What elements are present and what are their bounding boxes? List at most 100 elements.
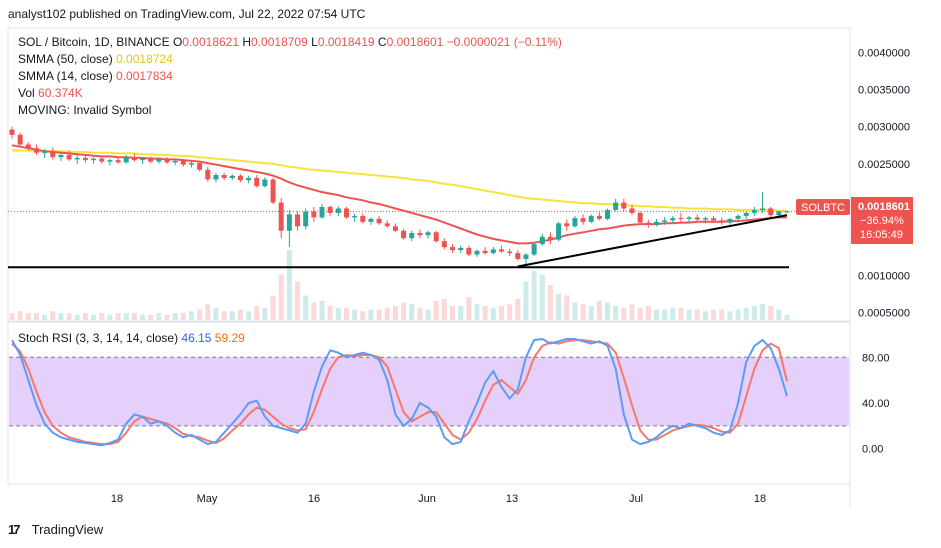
volume-bar	[17, 311, 23, 320]
legend-smma14: SMMA (14, close) 0.0017834	[18, 69, 173, 83]
volume-bar	[148, 314, 154, 320]
candle-body	[270, 179, 276, 203]
legend-low: 0.0018419	[317, 35, 375, 49]
volume-bar	[172, 313, 178, 320]
volume-bar	[433, 300, 439, 320]
tradingview-logo[interactable]: 17 TradingView	[8, 522, 103, 537]
moving-label: MOVING: Invalid Symbol	[18, 103, 152, 117]
candle-body	[295, 214, 301, 227]
volume-bar	[719, 309, 725, 320]
candle-body	[539, 236, 545, 245]
volume-bar	[474, 304, 480, 320]
candle-body	[352, 215, 358, 218]
volume-bar	[295, 281, 301, 320]
volume-bar	[335, 307, 341, 320]
candle-body	[229, 175, 235, 178]
candle-body	[311, 211, 317, 218]
volume-bar	[417, 307, 423, 320]
volume-bar	[278, 274, 284, 320]
candle-body	[596, 215, 602, 219]
volume-bar	[303, 295, 309, 320]
candle-body	[74, 157, 80, 160]
price-axis[interactable]: 0.0040000 0.0035000 0.0030000 0.0025000 0.00…	[858, 47, 910, 319]
volume-bar	[254, 306, 260, 320]
volume-bar	[237, 309, 243, 320]
price-tick-label: 0.0035000	[858, 84, 910, 96]
published-caption: analyst102 published on TradingView.com,…	[8, 7, 366, 21]
candle-body	[433, 232, 439, 242]
legend-open-label: O	[172, 35, 183, 49]
volume-bar	[384, 307, 390, 320]
time-tick-label: 13	[506, 493, 518, 505]
volume-bar	[311, 302, 317, 320]
volume-bar	[694, 309, 700, 320]
price-tag-bg	[851, 197, 913, 244]
volume-bar	[33, 313, 39, 320]
candle-body	[417, 233, 423, 236]
legend-volume: Vol 60.374K	[18, 86, 83, 100]
candle-body	[319, 206, 325, 218]
candle-body	[645, 222, 651, 225]
volume-bar	[556, 293, 562, 320]
volume-bar	[9, 313, 15, 320]
candle-body	[556, 223, 562, 240]
stoch-axis[interactable]: 80.00 40.00 0.00	[862, 352, 890, 455]
volume-bar	[221, 311, 227, 320]
time-tick-label: Jul	[629, 493, 643, 505]
candle-body	[213, 175, 219, 180]
candle-body	[115, 160, 121, 163]
candle-body	[91, 158, 97, 161]
volume-bar	[425, 309, 431, 320]
smma14-value: 0.0017834	[116, 69, 173, 83]
volume-bar	[751, 306, 757, 320]
volume-bar	[409, 304, 415, 320]
candle-body	[580, 218, 586, 222]
rising-trendline	[517, 214, 788, 268]
price-tick-label: 0.0030000	[858, 122, 910, 134]
volume-bar	[123, 313, 129, 320]
candle-body	[25, 144, 31, 149]
volume-bar	[156, 313, 162, 320]
trend-lines[interactable]	[8, 210, 849, 269]
candle-body	[735, 215, 741, 219]
smma50-label: SMMA (50, close)	[18, 52, 113, 66]
volume-bar	[368, 309, 374, 320]
volume-bar	[588, 306, 594, 320]
volume-bar	[91, 314, 97, 320]
legend-change: −0.0000021 (−0.11%)	[446, 35, 562, 49]
volume-bar	[547, 285, 553, 320]
candle-body	[188, 163, 194, 165]
candle-body	[131, 157, 137, 161]
candle-body	[237, 175, 243, 181]
volume-bar	[286, 250, 292, 320]
candle-body	[148, 158, 154, 162]
symbol-tag-bg	[796, 199, 850, 215]
legend-symbol: SOL / Bitcoin, 1D, BINANCE	[18, 35, 170, 49]
stoch-tick-label: 80.00	[862, 352, 890, 364]
volume-bar	[621, 307, 627, 320]
price-tick-label: 0.0010000	[858, 270, 910, 282]
candle-body	[466, 247, 472, 255]
candle-body	[343, 208, 349, 218]
candle-body	[515, 253, 521, 260]
volume-bar	[50, 311, 56, 320]
candle-body	[368, 218, 374, 222]
candle-body	[107, 160, 113, 162]
time-tick-label: Jun	[418, 493, 436, 505]
volume-bar	[246, 311, 252, 320]
time-axis[interactable]: 18 May 16 Jun 13 Jul 18	[111, 493, 766, 505]
candle-body	[711, 218, 717, 221]
volume-bar	[99, 313, 105, 320]
candle-body	[719, 220, 725, 223]
candle-body	[246, 177, 252, 181]
candle-body	[686, 217, 692, 219]
legend-close: 0.0018601	[386, 35, 444, 49]
candle-body	[33, 148, 39, 153]
candle-body	[180, 160, 186, 165]
candle-body	[221, 175, 227, 178]
candle-body	[564, 223, 570, 227]
volume-bar	[572, 302, 578, 320]
legend-high: 0.0018709	[251, 35, 308, 49]
volume-bar	[466, 297, 472, 320]
